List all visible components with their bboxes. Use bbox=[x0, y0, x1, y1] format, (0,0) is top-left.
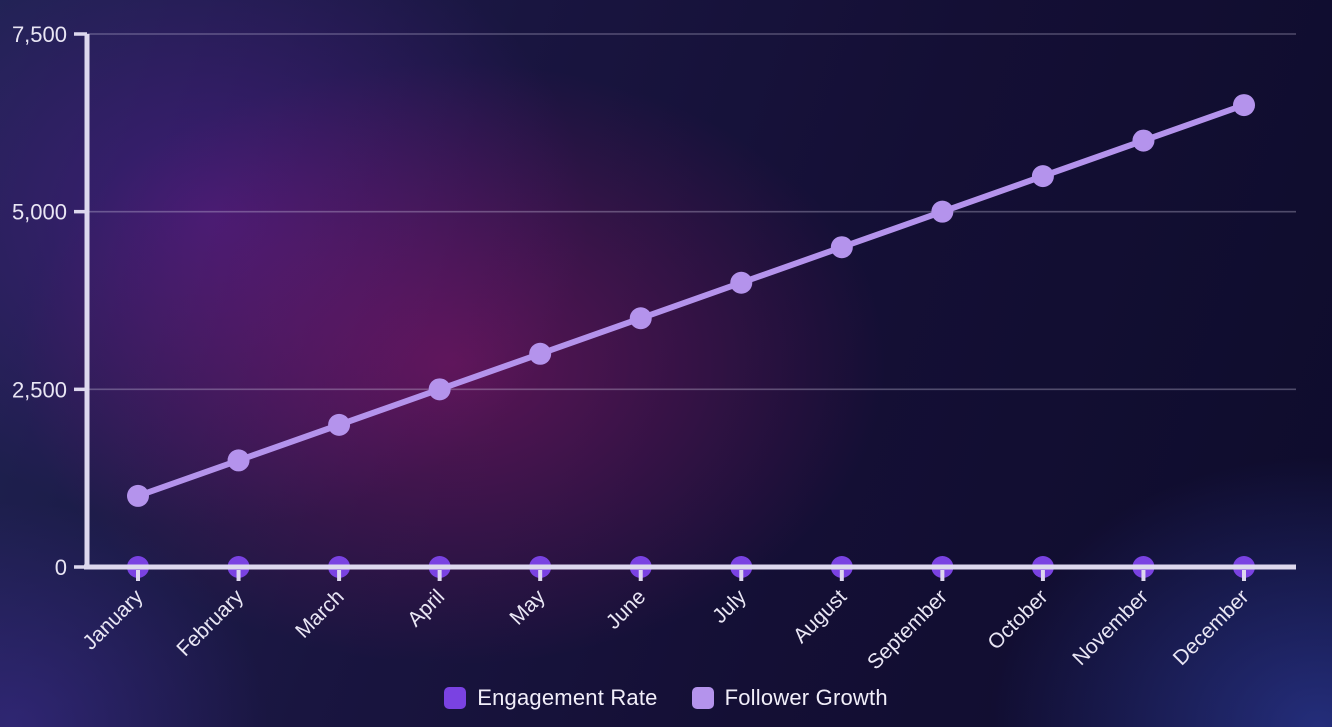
data-point-follower-growth[interactable] bbox=[830, 236, 853, 259]
x-tick-label: June bbox=[602, 585, 650, 633]
data-point-follower-growth[interactable] bbox=[931, 200, 954, 223]
x-tick-label: September bbox=[863, 585, 952, 674]
legend-swatch-engagement-rate bbox=[444, 687, 467, 709]
data-point-follower-growth[interactable] bbox=[1132, 129, 1155, 152]
follower-growth-line bbox=[135, 102, 1247, 499]
data-point-follower-growth[interactable] bbox=[428, 378, 451, 401]
y-tick-label: 7,500 bbox=[12, 22, 67, 47]
data-point-follower-growth[interactable] bbox=[328, 413, 351, 436]
x-tick-label: December bbox=[1169, 585, 1254, 670]
x-tick-label: May bbox=[505, 585, 550, 630]
x-tick-label: August bbox=[789, 585, 852, 648]
legend-item-engagement-rate[interactable]: Engagement Rate bbox=[444, 685, 657, 711]
data-point-follower-growth[interactable] bbox=[1233, 94, 1255, 117]
data-point-follower-growth[interactable] bbox=[127, 484, 149, 507]
legend-swatch-follower-growth bbox=[691, 687, 714, 709]
data-point-follower-growth[interactable] bbox=[529, 342, 552, 365]
legend-label-engagement-rate: Engagement Rate bbox=[477, 685, 658, 710]
x-tick-label: April bbox=[403, 585, 449, 631]
y-tick-label: 0 bbox=[55, 555, 67, 580]
x-tick-label: October bbox=[983, 585, 1052, 654]
x-tick-label: July bbox=[708, 585, 751, 628]
legend-label-follower-growth: Follower Growth bbox=[724, 685, 888, 710]
y-tick-label: 5,000 bbox=[12, 200, 67, 225]
x-tick-label: January bbox=[78, 585, 147, 654]
legend-item-follower-growth[interactable]: Follower Growth bbox=[691, 685, 888, 711]
data-point-follower-growth[interactable] bbox=[730, 271, 753, 294]
x-tick-label: November bbox=[1068, 585, 1153, 670]
x-tick-label: February bbox=[172, 585, 248, 661]
y-tick-label: 2,500 bbox=[12, 377, 67, 402]
data-point-follower-growth[interactable] bbox=[629, 307, 652, 330]
data-point-follower-growth[interactable] bbox=[227, 449, 250, 472]
chart-legend: Engagement Rate Follower Growth bbox=[0, 685, 1332, 711]
x-tick-label: March bbox=[291, 585, 349, 643]
data-point-follower-growth[interactable] bbox=[1031, 165, 1054, 188]
